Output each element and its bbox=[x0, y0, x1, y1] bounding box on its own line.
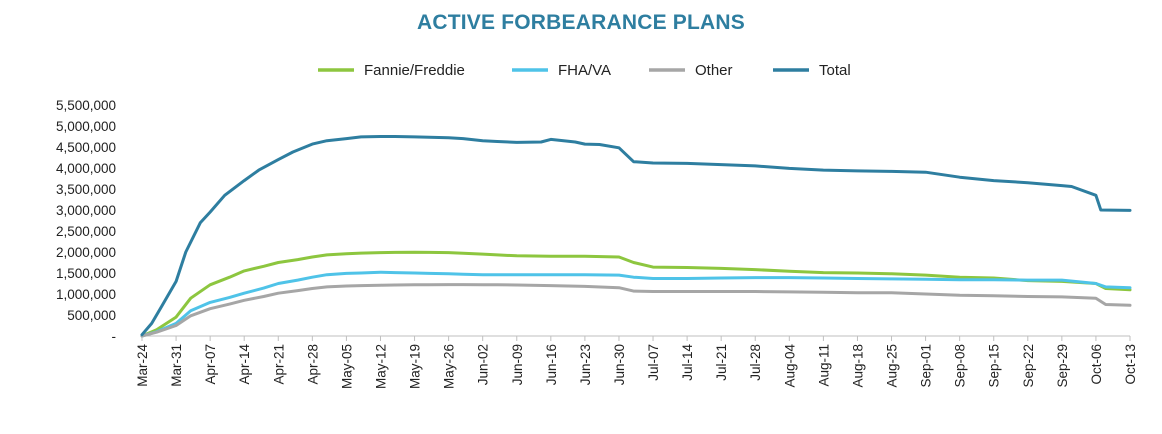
x-tick-label: May-12 bbox=[373, 344, 388, 389]
legend-label-fha-va: FHA/VA bbox=[558, 62, 611, 79]
x-tick-label: Aug-18 bbox=[850, 344, 865, 388]
x-tick-label: Aug-25 bbox=[885, 344, 900, 388]
y-tick-label: 4,000,000 bbox=[56, 161, 116, 176]
x-tick-label: Jun-30 bbox=[612, 344, 627, 385]
chart-title: ACTIVE FORBEARANCE PLANS bbox=[417, 11, 745, 34]
y-tick-label: 3,500,000 bbox=[56, 182, 116, 197]
x-tick-label: Sep-29 bbox=[1055, 344, 1070, 388]
x-tick-label: Oct-13 bbox=[1123, 344, 1138, 385]
x-tick-label: Sep-08 bbox=[953, 344, 968, 388]
x-tick-label: Jul-14 bbox=[680, 344, 695, 381]
x-tick-label: Aug-11 bbox=[816, 344, 831, 387]
legend-label-other: Other bbox=[695, 62, 733, 79]
legend-label-fannie-freddie: Fannie/Freddie bbox=[364, 62, 465, 79]
x-axis: Mar-24 Mar-31 Apr-07 Apr-14 Apr-21 Apr-28 May-… bbox=[135, 336, 1138, 389]
x-tick-label: Jun-09 bbox=[510, 344, 525, 385]
x-tick-label: Aug-04 bbox=[782, 344, 797, 388]
series-line-fha-va bbox=[140, 270, 1132, 338]
y-tick-label: - bbox=[112, 329, 117, 344]
y-tick-label: 2,000,000 bbox=[56, 245, 116, 260]
x-tick-label: Oct-06 bbox=[1089, 344, 1104, 385]
y-tick-label: 3,000,000 bbox=[56, 203, 116, 218]
series-line-total bbox=[140, 135, 1132, 337]
x-tick-label: Jun-16 bbox=[544, 344, 559, 385]
y-tick-label: 500,000 bbox=[67, 308, 116, 323]
y-tick-label: 2,500,000 bbox=[56, 224, 116, 239]
x-tick-label: Apr-21 bbox=[271, 344, 286, 385]
x-tick-label: Apr-28 bbox=[305, 344, 320, 385]
x-tick-label: May-05 bbox=[339, 344, 354, 389]
legend-label-total: Total bbox=[819, 62, 851, 79]
y-axis: - 500,000 1,000,000 1,500,000 2,000,000 2,500… bbox=[56, 98, 116, 344]
series-line-fannie-freddie bbox=[140, 250, 1132, 338]
x-tick-label: Sep-01 bbox=[919, 344, 934, 388]
y-tick-label: 5,000,000 bbox=[56, 119, 116, 134]
x-tick-label: Jun-23 bbox=[578, 344, 593, 385]
x-tick-label: Jul-21 bbox=[714, 344, 729, 381]
series-group bbox=[140, 135, 1132, 338]
series-line-other bbox=[140, 283, 1132, 338]
x-tick-label: Sep-22 bbox=[1021, 344, 1036, 388]
x-tick-label: Sep-15 bbox=[987, 344, 1002, 388]
x-tick-label: May-19 bbox=[408, 344, 423, 389]
x-tick-label: May-26 bbox=[442, 344, 457, 389]
y-tick-label: 5,500,000 bbox=[56, 98, 116, 113]
legend: Fannie/Freddie FHA/VA Other Total bbox=[318, 62, 851, 79]
y-tick-label: 1,000,000 bbox=[56, 287, 116, 302]
x-tick-label: Apr-14 bbox=[237, 344, 252, 385]
y-tick-label: 4,500,000 bbox=[56, 140, 116, 155]
y-tick-label: 1,500,000 bbox=[56, 266, 116, 281]
x-tick-label: Jul-28 bbox=[748, 344, 763, 381]
x-tick-label: Apr-07 bbox=[203, 344, 218, 385]
x-tick-label: Mar-24 bbox=[135, 344, 150, 387]
x-tick-label: Jul-07 bbox=[646, 344, 661, 381]
x-tick-label: Jun-02 bbox=[476, 344, 491, 385]
x-tick-label: Mar-31 bbox=[169, 344, 184, 387]
